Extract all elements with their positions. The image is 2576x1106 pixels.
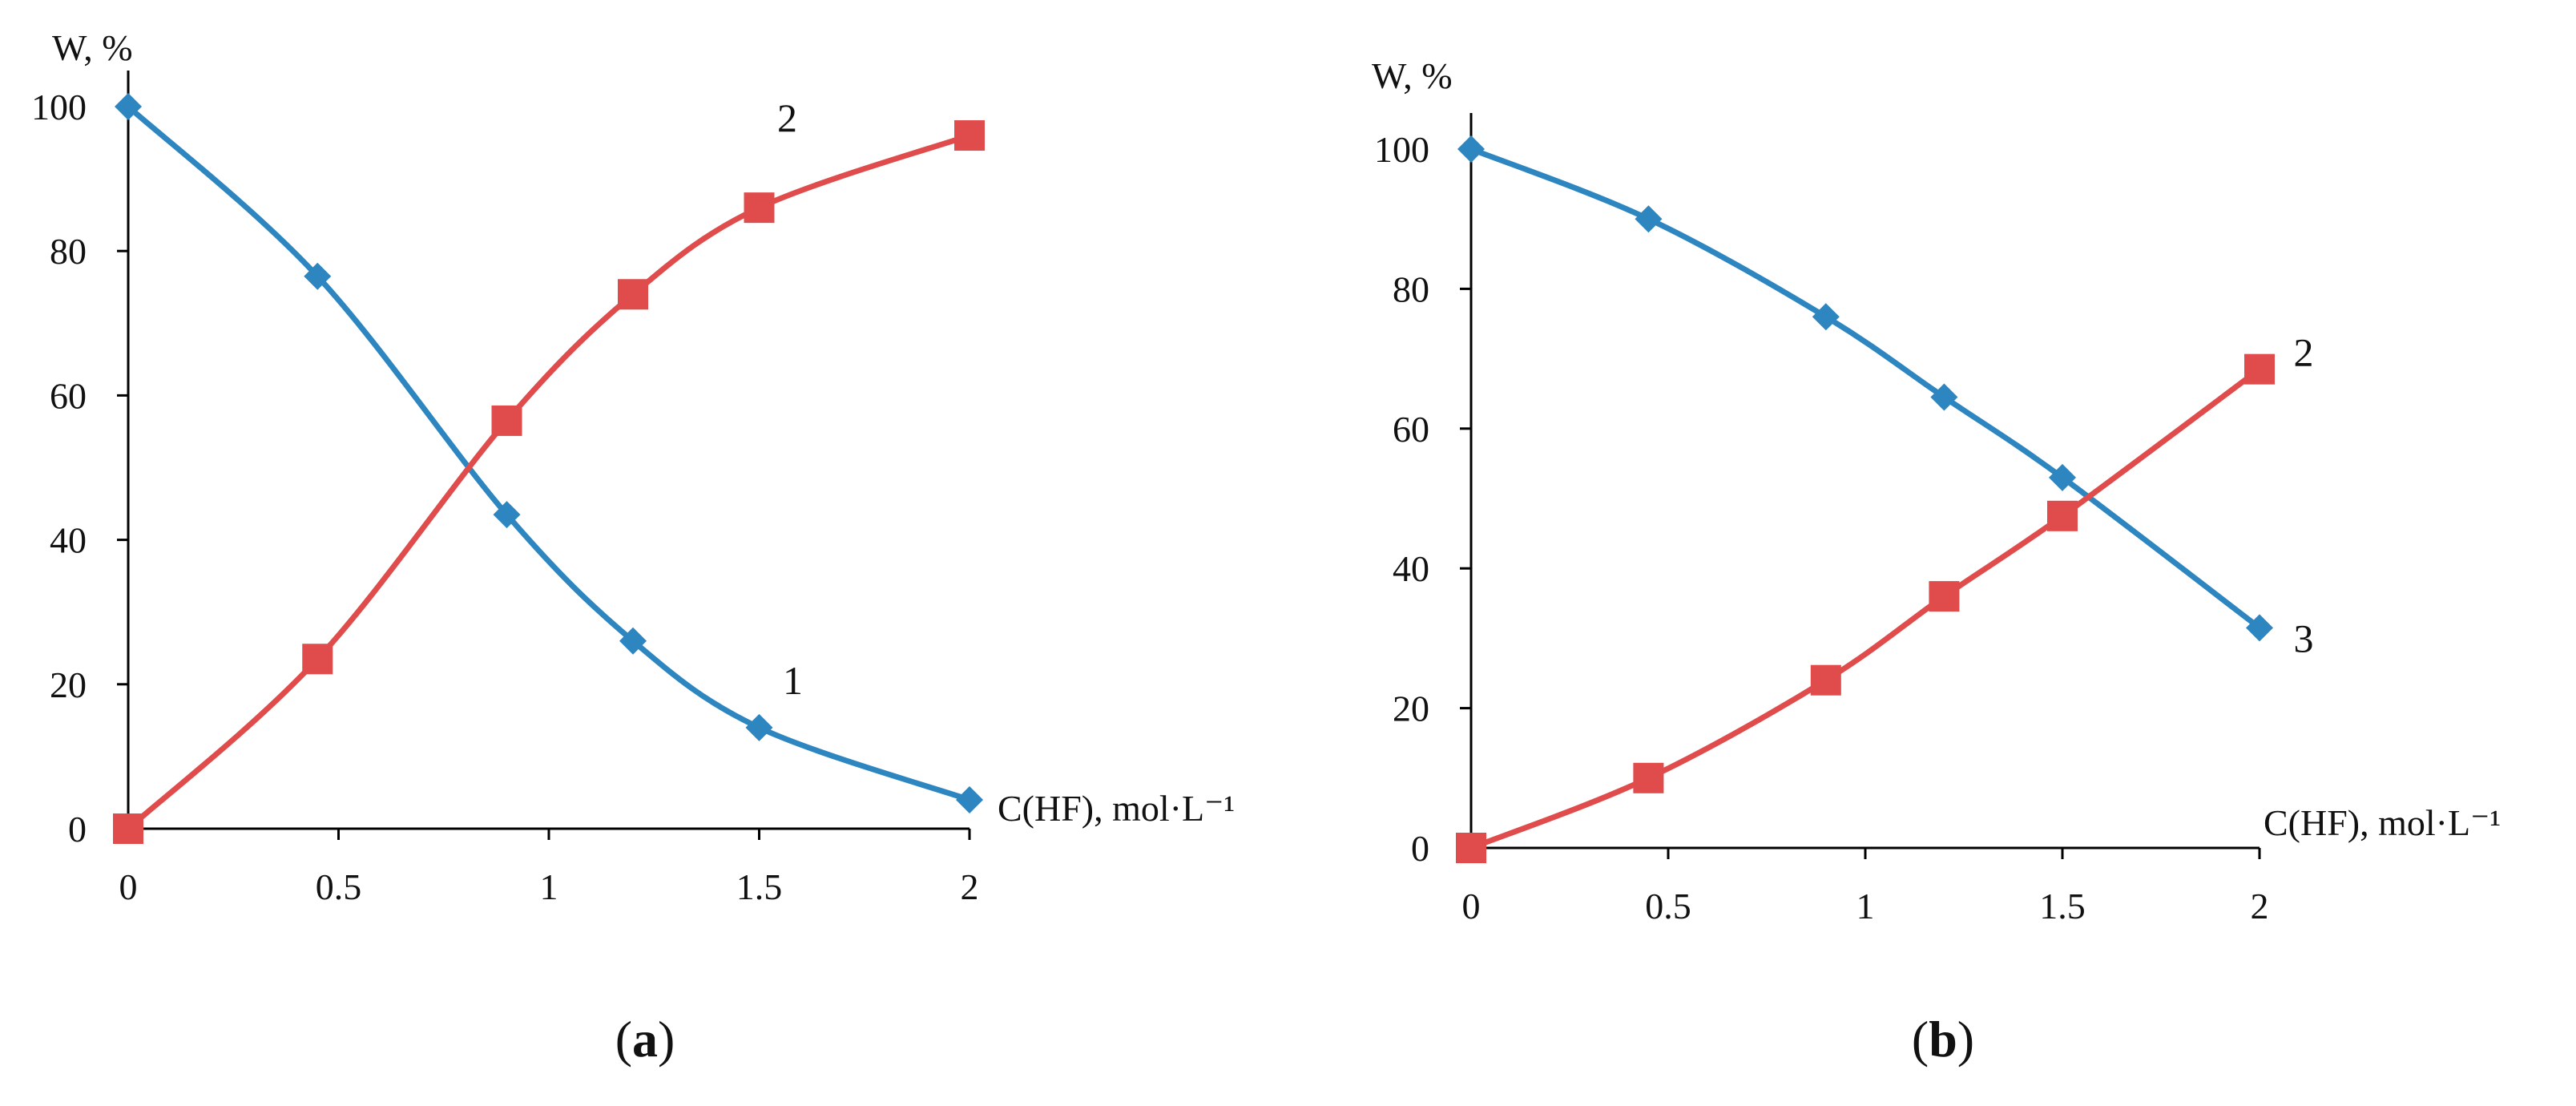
series-2-point — [1929, 581, 1960, 612]
x-tick-label: 1 — [540, 866, 558, 907]
y-tick-label: 0 — [68, 809, 87, 850]
panel-caption: (b) — [1912, 1011, 1974, 1068]
y-tick-label: 80 — [1393, 268, 1429, 309]
series-1-point — [619, 627, 647, 655]
x-tick-label: 2 — [961, 866, 979, 907]
series-2-point — [1810, 664, 1841, 696]
y-axis-title: W, % — [1372, 55, 1453, 96]
x-tick-label: 0.5 — [316, 866, 362, 907]
series-label: 3 — [2294, 616, 2314, 660]
series-2-point — [618, 279, 648, 310]
series-3-point — [1457, 135, 1485, 163]
y-tick-label: 80 — [50, 231, 87, 272]
y-tick-label: 0 — [1411, 828, 1429, 869]
x-tick-label: 0 — [119, 866, 138, 907]
series-2-point — [954, 120, 985, 151]
series-label: 1 — [783, 658, 803, 703]
series-2-point — [113, 813, 143, 844]
x-tick-label: 2 — [2251, 886, 2269, 926]
series-label: 2 — [2294, 330, 2314, 375]
series-3-point — [1812, 303, 1840, 331]
x-tick-label: 0 — [1462, 886, 1481, 926]
panel-a: 0 20 40 60 80 100 0 0.5 1 1.5 2 W, % C(HF), mol·L⁻¹ 1… — [31, 27, 1235, 1068]
x-axis-title: C(HF), mol·L⁻¹ — [2264, 802, 2501, 843]
series-label: 2 — [777, 95, 797, 140]
x-tick-label: 1.5 — [736, 866, 783, 907]
y-tick-label: 60 — [1393, 409, 1429, 450]
series-1-point — [956, 785, 983, 813]
series-1-point — [745, 713, 773, 741]
series-2-point — [1633, 762, 1664, 793]
series-3-point — [2246, 614, 2273, 642]
y-axis-title: W, % — [52, 27, 133, 68]
series-1-point — [304, 262, 332, 290]
panel-caption: (a) — [615, 1011, 675, 1068]
series-2-point — [2244, 353, 2275, 385]
y-tick-label: 20 — [1393, 688, 1429, 729]
series-3-point — [1930, 383, 1958, 411]
series-2-point — [302, 644, 333, 675]
y-tick-label: 100 — [1374, 129, 1429, 170]
series-1-line — [126, 104, 971, 803]
x-axis-title: C(HF), mol·L⁻¹ — [998, 788, 1235, 829]
series-3-line — [1469, 146, 2262, 631]
x-tick-label: 1 — [1856, 886, 1875, 926]
panel-b: 0 20 40 60 80 100 0 0.5 1 1.5 2 W, % C(HF), mol·L⁻¹ 3… — [1372, 55, 2501, 1068]
y-tick-label: 100 — [31, 87, 87, 127]
y-tick-label: 60 — [50, 375, 87, 416]
series-3-point — [1635, 205, 1663, 233]
series-2-point — [744, 192, 775, 224]
series-2-point — [491, 405, 522, 436]
x-tick-label: 1.5 — [2039, 886, 2086, 926]
y-tick-label: 40 — [1393, 548, 1429, 589]
series-1-point — [115, 93, 142, 120]
series-2-line — [1469, 366, 2262, 851]
series-1-point — [493, 501, 521, 529]
series-2-point — [1456, 833, 1486, 863]
series-3-point — [2049, 463, 2076, 491]
y-tick-label: 20 — [50, 664, 87, 705]
series-2-point — [2047, 500, 2078, 531]
y-tick-label: 40 — [50, 520, 87, 561]
series-2-line — [126, 132, 971, 831]
x-tick-label: 0.5 — [1645, 886, 1691, 926]
